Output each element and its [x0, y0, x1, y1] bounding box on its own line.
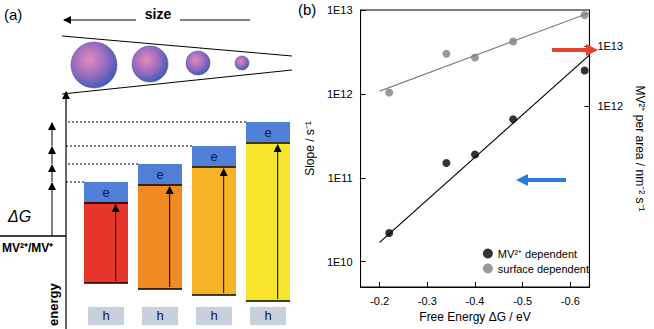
- svg-text:1E13: 1E13: [327, 4, 353, 16]
- svg-text:1E13: 1E13: [597, 40, 623, 52]
- svg-text:1E10: 1E10: [327, 256, 353, 268]
- svg-text:h: h: [210, 308, 217, 323]
- svg-text:e: e: [210, 149, 217, 164]
- svg-text:h: h: [264, 308, 271, 323]
- svg-text:MV²⁺ dependent: MV²⁺ dependent: [498, 248, 577, 260]
- svg-text:(a): (a): [4, 6, 22, 23]
- svg-text:Slope / s⁻¹: Slope / s⁻¹: [303, 121, 317, 176]
- svg-text:e: e: [264, 125, 271, 140]
- svg-text:MV²⁺ per area / nm⁻² s⁻¹: MV²⁺ per area / nm⁻² s⁻¹: [633, 85, 647, 211]
- svg-text:1E12: 1E12: [327, 88, 353, 100]
- svg-text:-0.2: -0.2: [370, 295, 389, 307]
- svg-text:1E12: 1E12: [597, 100, 623, 112]
- svg-text:e: e: [102, 185, 109, 200]
- svg-text:-0.6: -0.6: [561, 295, 580, 307]
- svg-text:-0.5: -0.5: [513, 295, 532, 307]
- svg-text:-0.4: -0.4: [466, 295, 485, 307]
- svg-text:-0.3: -0.3: [418, 295, 437, 307]
- svg-text:size: size: [145, 6, 172, 22]
- svg-text:e: e: [156, 167, 163, 182]
- svg-text:MV²⁺/MV⁺: MV²⁺/MV⁺: [2, 241, 53, 255]
- svg-text:Free Energy ΔG / eV: Free Energy ΔG / eV: [419, 310, 530, 324]
- svg-text:energy: energy: [46, 283, 61, 326]
- svg-text:h: h: [102, 308, 109, 323]
- svg-text:ΔG: ΔG: [7, 208, 31, 225]
- svg-text:surface dependent: surface dependent: [498, 263, 589, 275]
- svg-text:1E11: 1E11: [328, 172, 353, 184]
- svg-text:(b): (b): [298, 1, 316, 18]
- svg-text:h: h: [156, 308, 163, 323]
